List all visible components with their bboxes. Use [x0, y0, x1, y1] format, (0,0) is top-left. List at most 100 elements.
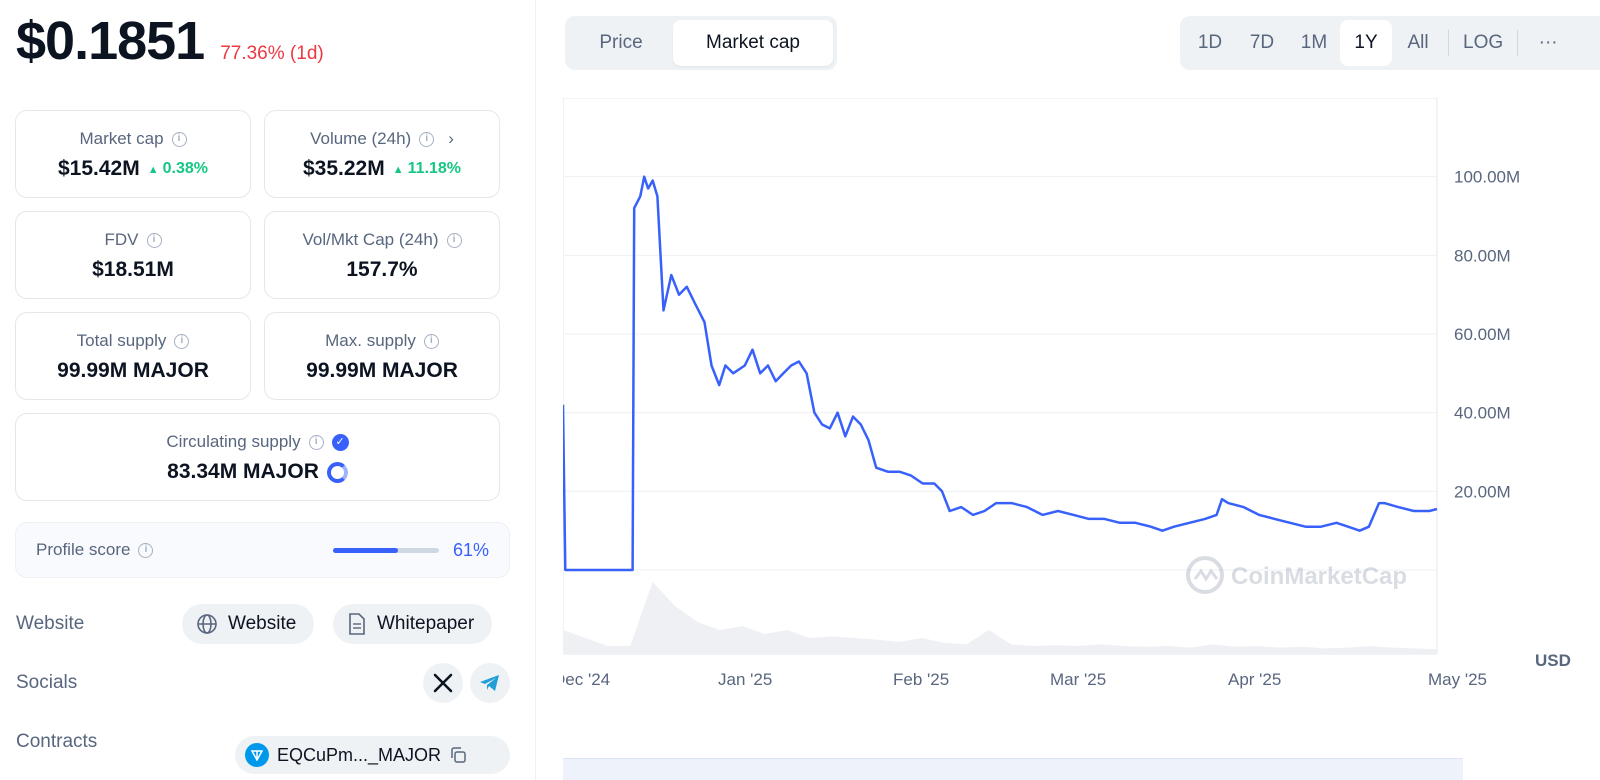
watermark-text: CoinMarketCap — [1231, 563, 1407, 590]
profile-progress-bar — [332, 547, 439, 553]
change-up: ▲ 11.18% — [393, 160, 461, 178]
time-range-selector: 1D 7D 1M 1Y All LOG ··· — [1180, 16, 1600, 70]
chart-grid — [562, 97, 1438, 655]
stat-value: 157.7% — [346, 258, 418, 281]
x-tick-label: Feb '25 — [893, 670, 949, 689]
x-twitter-button[interactable] — [423, 663, 463, 703]
info-icon[interactable]: i — [171, 131, 187, 147]
divider — [1517, 30, 1519, 56]
info-icon[interactable]: i — [423, 333, 439, 349]
y-tick-label: 60.00M — [1454, 325, 1511, 344]
x-tick-label: Jan '25 — [718, 670, 772, 689]
x-twitter-icon — [433, 673, 453, 693]
currency-label: USD — [1535, 651, 1571, 670]
range-1d[interactable]: 1D — [1197, 32, 1223, 53]
profile-label: Profile score — [36, 540, 131, 559]
profile-score[interactable]: Profile score i 61% — [15, 522, 510, 578]
range-log[interactable]: LOG — [1463, 32, 1504, 53]
tab-market-cap[interactable]: Market cap — [673, 20, 833, 66]
info-icon[interactable]: i — [138, 542, 154, 558]
telegram-button[interactable] — [470, 663, 510, 703]
stat-vol-mkt-cap: Vol/Mkt Cap (24h) i 157.7% — [264, 211, 500, 299]
y-tick-label: 80.00M — [1454, 246, 1511, 265]
stat-value: 99.99M MAJOR — [57, 359, 209, 382]
stat-value: $15.42M — [58, 157, 140, 180]
market-cap-series-line — [561, 175, 1438, 572]
chart-svg: 20.00M 40.00M 60.00M 80.00M 100.00M Dec '24 J… — [553, 97, 1520, 689]
price-header: $0.1851 77.36% (1d) — [16, 10, 324, 72]
x-tick-label: Mar '25 — [1050, 670, 1106, 689]
stat-label: Vol/Mkt Cap (24h) — [302, 230, 439, 249]
ton-icon — [245, 743, 269, 767]
volume-area — [563, 582, 1437, 654]
contracts-label: Contracts — [16, 731, 98, 752]
globe-icon — [197, 614, 217, 634]
x-tick-label: Apr '25 — [1228, 670, 1281, 689]
stat-value: $35.22M — [302, 157, 385, 180]
divider — [1448, 30, 1449, 56]
whitepaper-button-label: Whitepaper — [377, 613, 475, 634]
triangle-up-icon: ▲ — [392, 164, 404, 176]
x-tick-label: May '25 — [1428, 670, 1487, 689]
tab-price[interactable]: Price — [599, 32, 643, 53]
info-icon[interactable]: i — [419, 131, 435, 147]
stat-volume[interactable]: Volume (24h) i › $35.22M ▲ 11.18% — [264, 110, 500, 198]
stat-value: $18.51M — [92, 258, 174, 281]
stat-market-cap: Market cap i $15.42M ▲ 0.38% — [15, 110, 251, 198]
price-value: $0.1851 — [16, 11, 205, 71]
website-label: Website — [16, 613, 85, 634]
contract-chip[interactable]: EQCuPm..._MAJOR — [235, 736, 510, 774]
contract-address: EQCuPm..._MAJOR — [277, 744, 442, 765]
y-tick-label: 20.00M — [1454, 482, 1511, 501]
verified-badge-icon: ✓ — [331, 433, 349, 451]
coinmarketcap-watermark: CoinMarketCap — [1186, 556, 1407, 594]
more-options-button[interactable]: ··· — [1538, 32, 1558, 53]
socials-label: Socials — [16, 672, 78, 693]
stat-value: 99.99M MAJOR — [306, 359, 458, 382]
y-tick-label: 40.00M — [1454, 404, 1511, 423]
change-value: 11.18% — [407, 160, 461, 177]
whitepaper-button[interactable]: Whitepaper — [333, 604, 493, 644]
triangle-up-icon: ▲ — [147, 164, 159, 176]
info-icon[interactable]: i — [174, 333, 190, 349]
price-change: 77.36% (1d) — [220, 43, 324, 64]
x-axis: Dec '24 Jan '25 Feb '25 Mar '25 Apr '25 May '… — [553, 670, 1487, 689]
website-button[interactable]: Website — [182, 604, 315, 644]
info-icon[interactable]: i — [446, 232, 462, 248]
profile-progress-fill — [332, 547, 398, 553]
copy-icon[interactable] — [449, 746, 467, 764]
y-tick-label: 100.00M — [1454, 168, 1520, 187]
document-icon — [349, 613, 365, 635]
y-axis: 20.00M 40.00M 60.00M 80.00M 100.00M — [1454, 168, 1520, 502]
info-icon[interactable]: i — [146, 232, 162, 248]
stat-label: Max. supply — [325, 331, 416, 350]
x-tick-label: Dec '24 — [563, 670, 610, 689]
volume-bars — [563, 582, 1437, 654]
change-up: ▲ 0.38% — [148, 160, 208, 178]
stat-value: 83.34M MAJOR — [167, 460, 319, 483]
stat-label: Total supply — [76, 331, 167, 350]
stat-max-supply: Max. supply i 99.99M MAJOR — [264, 312, 500, 400]
stat-total-supply: Total supply i 99.99M MAJOR — [15, 312, 251, 400]
range-7d[interactable]: 7D — [1249, 32, 1275, 53]
market-cap-chart[interactable]: 20.00M 40.00M 60.00M 80.00M 100.00M Dec '24 J… — [553, 97, 1600, 748]
range-all[interactable]: All — [1407, 32, 1429, 53]
website-button-label: Website — [228, 613, 297, 634]
stat-circulating-supply: Circulating supply i ✓ 83.34M MAJOR — [15, 413, 500, 501]
stat-label: Circulating supply — [166, 432, 301, 451]
info-icon[interactable]: i — [308, 434, 324, 450]
chart-type-tabs: Price Market cap — [565, 16, 837, 70]
stat-label: Volume (24h) — [310, 129, 412, 148]
left-panel: $0.1851 77.36% (1d) Market cap i $15.42M ▲… — [0, 0, 536, 780]
telegram-icon — [480, 675, 499, 691]
range-1m[interactable]: 1M — [1300, 32, 1328, 53]
chevron-right-icon[interactable]: › — [448, 129, 454, 148]
range-1y[interactable]: 1Y — [1340, 20, 1392, 66]
change-value: 0.38% — [162, 160, 208, 177]
price-line — [561, 175, 1438, 572]
stat-fdv: FDV i $18.51M — [15, 211, 251, 299]
supply-ring-icon — [326, 461, 348, 483]
profile-percent: 61% — [452, 539, 489, 560]
chart-navigator[interactable] — [563, 758, 1463, 780]
stat-label: Market cap — [79, 129, 164, 148]
